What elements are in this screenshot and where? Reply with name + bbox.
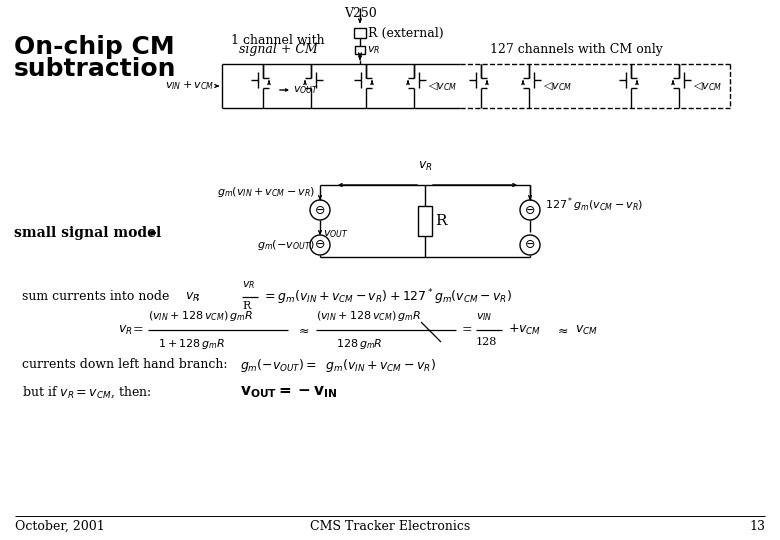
Text: $v_{OUT}$: $v_{OUT}$ bbox=[323, 228, 349, 240]
Text: $\mathbf{v_{OUT} = -v_{IN}}$: $\mathbf{v_{OUT} = -v_{IN}}$ bbox=[240, 384, 337, 400]
Text: $g_m(-v_{OUT})= \;\; g_m(v_{IN}+v_{CM}-v_R)$: $g_m(-v_{OUT})= \;\; g_m(v_{IN}+v_{CM}-v… bbox=[240, 356, 436, 374]
Text: currents down left hand branch:: currents down left hand branch: bbox=[22, 359, 228, 372]
Text: :: : bbox=[196, 291, 200, 303]
Text: $g_m(-v_{OUT})$: $g_m(-v_{OUT})$ bbox=[257, 238, 315, 252]
Text: $\ominus$: $\ominus$ bbox=[524, 239, 536, 252]
Text: 128: 128 bbox=[476, 337, 498, 347]
Text: $v_{IN}$: $v_{IN}$ bbox=[476, 311, 492, 323]
Text: $v_R$: $v_R$ bbox=[242, 279, 255, 291]
Text: $1+128\,g_m R$: $1+128\,g_m R$ bbox=[158, 337, 225, 351]
Text: October, 2001: October, 2001 bbox=[15, 519, 105, 532]
Text: $\triangleleft v_{CM}$: $\triangleleft v_{CM}$ bbox=[693, 79, 722, 93]
Text: R: R bbox=[435, 214, 446, 228]
Text: $v_{CM}$: $v_{CM}$ bbox=[575, 323, 597, 336]
Text: $v_R$: $v_R$ bbox=[185, 291, 200, 303]
Text: $\ominus$: $\ominus$ bbox=[314, 204, 325, 217]
Text: small signal model: small signal model bbox=[14, 226, 161, 240]
Text: $v_R$: $v_R$ bbox=[417, 160, 432, 173]
Text: R (external): R (external) bbox=[368, 26, 444, 39]
Text: =: = bbox=[462, 323, 473, 336]
Text: $= g_m(v_{IN}+v_{CM}-v_R) + 127^*g_m(v_{CM}-v_R)$: $= g_m(v_{IN}+v_{CM}-v_R) + 127^*g_m(v_{… bbox=[262, 287, 512, 307]
Text: $128\,g_m R$: $128\,g_m R$ bbox=[336, 337, 383, 351]
Text: $\triangleleft v_{CM}$: $\triangleleft v_{CM}$ bbox=[543, 79, 572, 93]
Text: $v_R$: $v_R$ bbox=[118, 323, 133, 336]
Text: R: R bbox=[242, 301, 250, 311]
Bar bbox=[354, 28, 366, 38]
Text: $v_{IN}+v_{CM}$: $v_{IN}+v_{CM}$ bbox=[165, 79, 214, 92]
Text: $(v_{IN}+128\,v_{CM})\,g_m R$: $(v_{IN}+128\,v_{CM})\,g_m R$ bbox=[316, 309, 421, 323]
Bar bbox=[418, 206, 432, 236]
Text: $\approx$: $\approx$ bbox=[555, 323, 569, 336]
Bar bbox=[355, 46, 365, 54]
Text: 127 channels with CM only: 127 channels with CM only bbox=[490, 43, 663, 56]
Text: $g_m(v_{IN}+v_{CM}-v_R)$: $g_m(v_{IN}+v_{CM}-v_R)$ bbox=[217, 185, 315, 199]
Text: On-chip CM: On-chip CM bbox=[14, 35, 175, 59]
Text: V250: V250 bbox=[344, 7, 377, 20]
Text: 1 channel with: 1 channel with bbox=[231, 33, 324, 46]
Text: $\approx$: $\approx$ bbox=[296, 323, 310, 336]
Text: 13: 13 bbox=[749, 519, 765, 532]
Text: $\triangleleft v_{CM}$: $\triangleleft v_{CM}$ bbox=[428, 79, 457, 93]
Text: but if $v_R = v_{CM}$, then:: but if $v_R = v_{CM}$, then: bbox=[22, 384, 151, 400]
Text: $127^*g_m(v_{CM}-v_R)$: $127^*g_m(v_{CM}-v_R)$ bbox=[545, 195, 643, 214]
Text: $+ v_{CM}$: $+ v_{CM}$ bbox=[508, 323, 541, 337]
Text: sum currents into node: sum currents into node bbox=[22, 291, 173, 303]
Text: $\ominus$: $\ominus$ bbox=[314, 239, 325, 252]
Text: =: = bbox=[133, 323, 144, 336]
Text: $\ominus$: $\ominus$ bbox=[524, 204, 536, 217]
Text: signal + CM: signal + CM bbox=[239, 43, 317, 56]
Text: subtraction: subtraction bbox=[14, 57, 176, 81]
Text: $v_{OUT}$: $v_{OUT}$ bbox=[293, 84, 319, 96]
Text: $(v_{IN}+128\,v_{CM})\,g_m R$: $(v_{IN}+128\,v_{CM})\,g_m R$ bbox=[148, 309, 253, 323]
Text: $v_R$: $v_R$ bbox=[367, 44, 380, 56]
Text: CMS Tracker Electronics: CMS Tracker Electronics bbox=[310, 519, 470, 532]
